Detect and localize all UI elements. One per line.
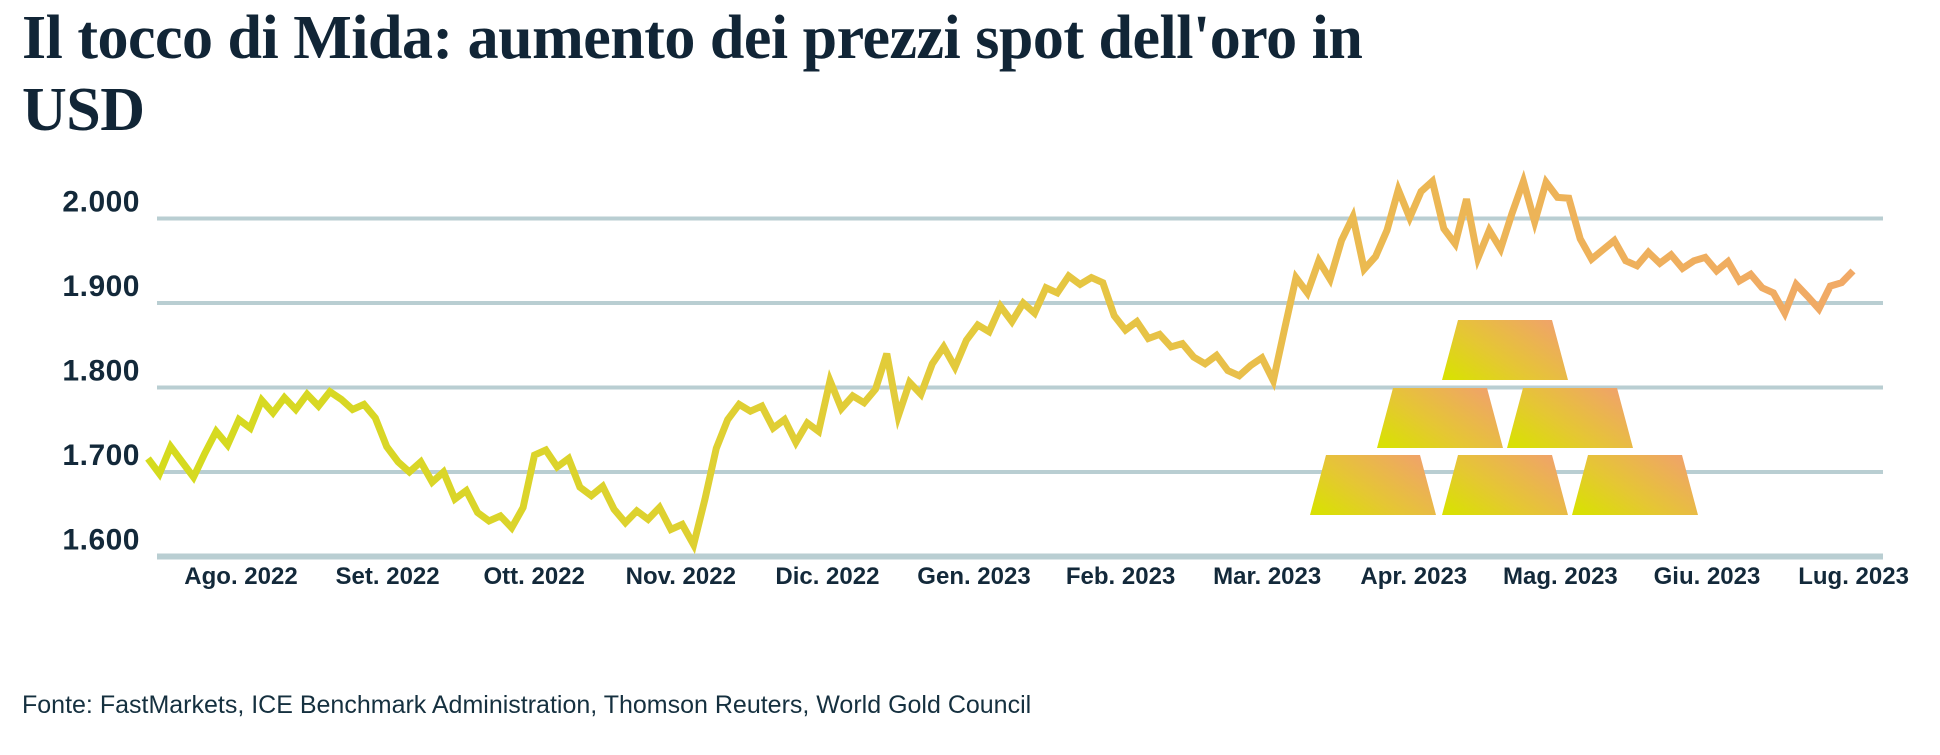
x-tick-label: Apr. 2023 bbox=[1360, 563, 1467, 590]
gold-bar-icon bbox=[1377, 388, 1503, 448]
x-tick-label: Feb. 2023 bbox=[1066, 563, 1175, 590]
x-tick-label: Nov. 2022 bbox=[626, 563, 736, 590]
y-tick-label: 1.600 bbox=[62, 524, 140, 557]
gold-bar-icon bbox=[1310, 455, 1436, 515]
y-tick-label: 1.800 bbox=[62, 355, 140, 388]
gold-bar-icon bbox=[1572, 455, 1698, 515]
chart-title-line2: USD bbox=[22, 76, 145, 144]
chart-title: Il tocco di Mida: aumento dei prezzi spo… bbox=[22, 2, 1363, 146]
chart-title-line1: Il tocco di Mida: aumento dei prezzi spo… bbox=[22, 4, 1363, 72]
y-tick-label: 2.000 bbox=[62, 186, 140, 219]
gold-bar-icon bbox=[1442, 320, 1568, 380]
x-tick-label: Mar. 2023 bbox=[1213, 563, 1321, 590]
x-tick-label: Ago. 2022 bbox=[184, 563, 297, 590]
x-tick-label: Set. 2022 bbox=[336, 563, 440, 590]
y-tick-label: 1.900 bbox=[62, 270, 140, 303]
gold-price-line bbox=[145, 169, 1856, 555]
y-tick-label: 1.700 bbox=[62, 439, 140, 472]
gold-bar-icon bbox=[1507, 388, 1633, 448]
x-tick-label: Ott. 2022 bbox=[484, 563, 585, 590]
source-note: Fonte: FastMarkets, ICE Benchmark Admini… bbox=[22, 691, 1032, 719]
x-tick-label: Dic. 2022 bbox=[775, 563, 879, 590]
gold-bars-illustration bbox=[1310, 320, 1698, 515]
x-tick-label: Giu. 2023 bbox=[1654, 563, 1761, 590]
x-tick-label: Mag. 2023 bbox=[1503, 563, 1618, 590]
x-tick-label: Gen. 2023 bbox=[917, 563, 1030, 590]
gold-bar-icon bbox=[1442, 455, 1568, 515]
x-tick-label: Lug. 2023 bbox=[1798, 563, 1909, 590]
